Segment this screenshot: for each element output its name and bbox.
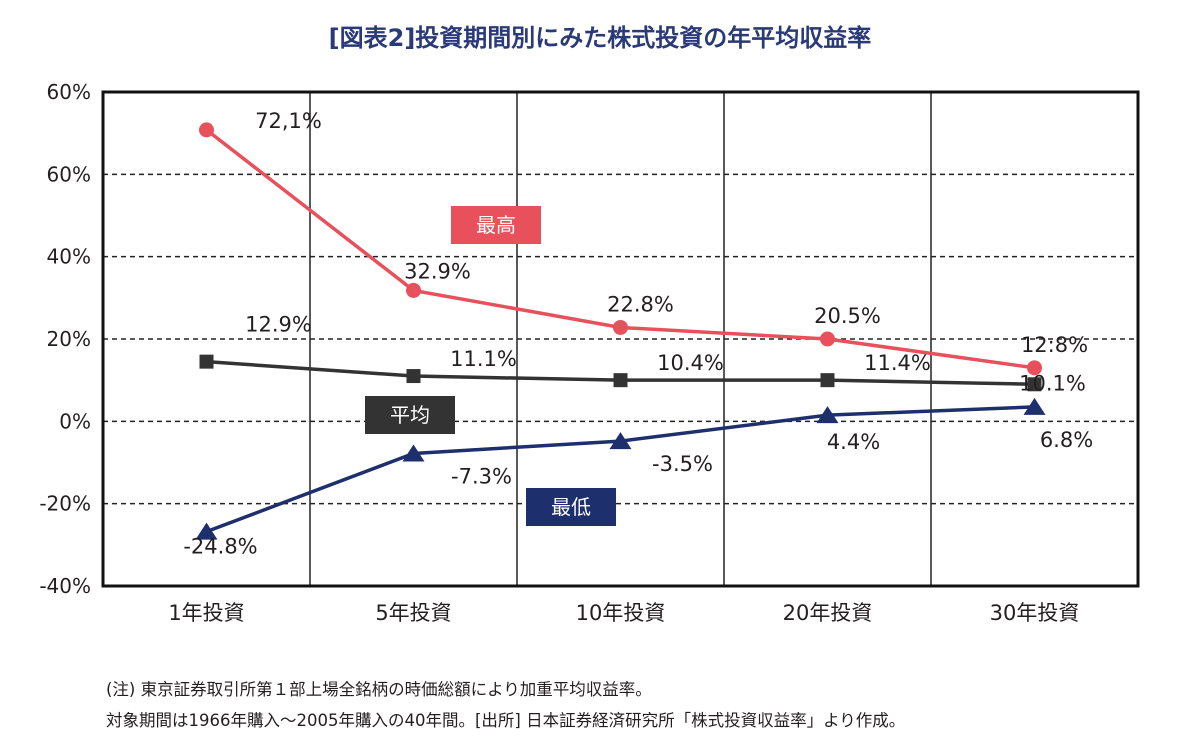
- data-label: 6.8%: [1040, 428, 1093, 452]
- data-point: [820, 331, 835, 347]
- series-badge: [451, 206, 541, 244]
- data-point: [195, 522, 218, 540]
- chart: 60% 60% 40% 20% 0% -20% -40% 1年投資 5年投資 10年投資 20年投資…: [39, 80, 1140, 625]
- data-label: 32.9%: [404, 259, 471, 283]
- footnote-2: 対象期間は1966年購入〜2005年購入の40年間。[出所] 日本証券経済研究所…: [106, 711, 906, 730]
- data-point: [609, 432, 632, 450]
- x-tick-label: 20年投資: [783, 601, 873, 625]
- series-line: [205, 405, 1035, 534]
- footnote-1: (注) 東京証券取引所第１部上場全銘柄の時価総額により加重平均収益率。: [106, 680, 652, 699]
- series-badge-label: 最低: [551, 495, 591, 519]
- y-tick-label: 20%: [47, 327, 91, 351]
- data-point: [199, 354, 214, 369]
- y-tick-label: -20%: [39, 492, 91, 516]
- series-badge: [526, 488, 616, 526]
- data-point: [1027, 360, 1042, 376]
- data-point: [406, 369, 421, 384]
- data-label: 11.4%: [864, 351, 931, 375]
- data-label: 10.1%: [1019, 371, 1086, 395]
- plot-frame: [101, 90, 1140, 588]
- x-tick-label: 30年投資: [990, 601, 1080, 625]
- series-badge-label: 最高: [476, 213, 516, 237]
- data-point: [613, 319, 628, 335]
- data-label: -24.8%: [183, 535, 257, 559]
- data-point: [1023, 397, 1046, 415]
- data-label: 12:8%: [1021, 333, 1088, 357]
- data-point: [613, 373, 628, 388]
- data-point: [820, 373, 835, 388]
- x-tick-label: 1年投資: [168, 601, 244, 625]
- data-label: 72,1%: [255, 109, 322, 133]
- data-label: 11.1%: [450, 347, 517, 371]
- x-tick-label: 5年投資: [375, 601, 451, 625]
- data-label: 12.9%: [245, 313, 312, 337]
- y-tick-label: 40%: [47, 245, 91, 269]
- chart-title: [図表2]投資期間別にみた株式投資の年平均収益率: [328, 24, 872, 52]
- data-point: [1027, 377, 1042, 392]
- y-tick-label: 60%: [47, 80, 91, 104]
- data-label: 22.8%: [607, 292, 674, 316]
- data-label: 4.4%: [827, 430, 880, 454]
- data-point: [402, 444, 425, 462]
- data-label: -3.5%: [652, 452, 713, 476]
- y-tick-label: 0%: [59, 409, 91, 433]
- data-point: [406, 282, 421, 298]
- data-point: [816, 406, 839, 424]
- data-label: 10.4%: [657, 351, 724, 375]
- data-point: [199, 122, 214, 138]
- y-tick-label: -40%: [39, 574, 91, 598]
- data-label: 20.5%: [814, 304, 881, 328]
- x-tick-label: 10年投資: [576, 601, 666, 625]
- data-label: -7.3%: [451, 464, 512, 488]
- series-badge: [365, 396, 455, 434]
- y-tick-label: 60%: [47, 162, 91, 186]
- series-badge-label: 平均: [390, 403, 430, 427]
